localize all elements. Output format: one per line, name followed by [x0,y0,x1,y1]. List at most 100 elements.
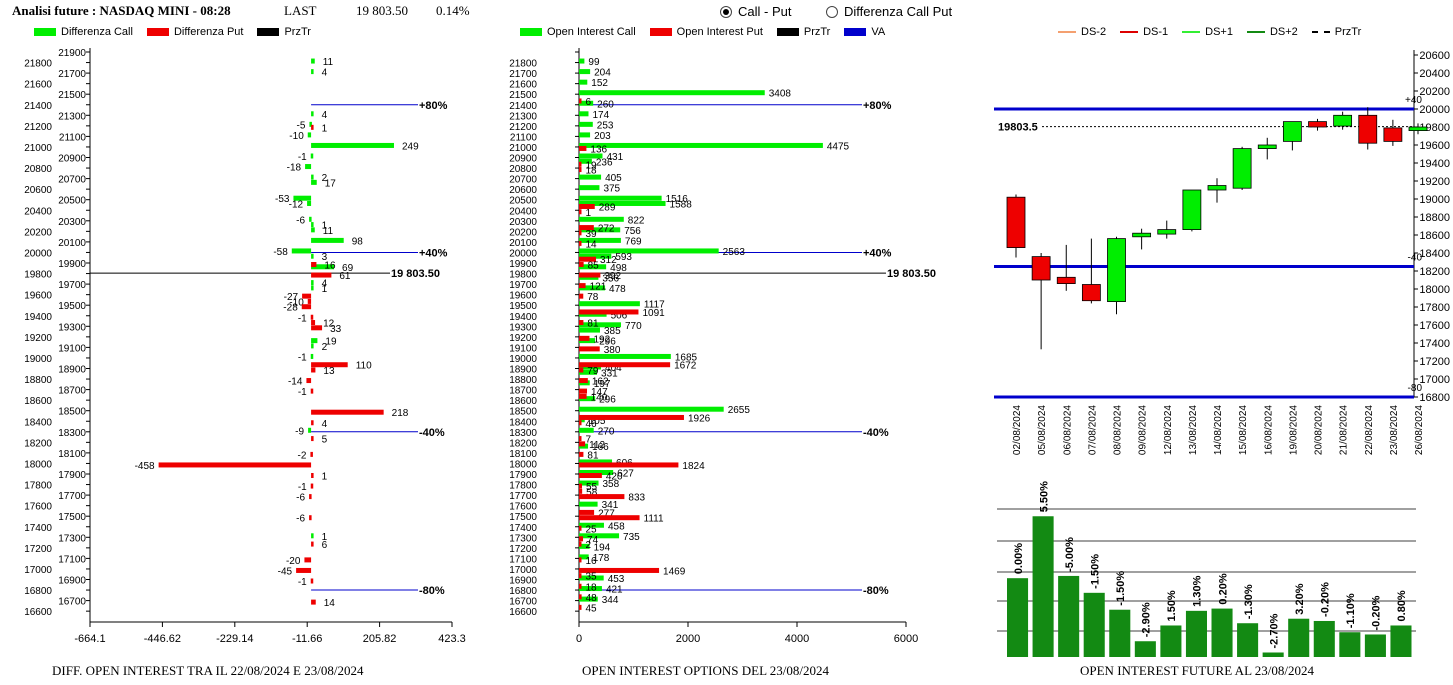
bar-value-label: 1 [322,123,328,134]
bar-value-label: -1 [298,152,307,163]
bar-value-label: -20 [286,556,301,567]
bar-value-label: 0.80% [1396,590,1408,621]
bar-value-label: 341 [602,500,619,511]
y-tick-label: 16900 [58,576,86,587]
legend-item: DS-2 [1058,26,1106,38]
y-tick-label: 20900 [509,154,537,165]
bar [311,222,314,228]
legend-label: PrzTr [1334,26,1362,38]
bar-value-label: -1 [298,313,307,324]
bar [311,325,323,331]
bar-value-label: 1469 [663,566,686,577]
bar-value-label: 74 [587,535,599,546]
radio-call-put[interactable]: Call - Put [720,4,791,19]
diff-chart-title: DIFF. OPEN INTEREST TRA IL 22/08/2024 E … [52,663,364,678]
y-tick-label: 19400 [509,312,537,323]
bar-value-label: -6 [296,514,305,525]
bar [579,473,602,478]
y-tick-label: 21200 [24,122,52,133]
y-tick-label: 18700 [58,386,86,397]
legend-label: Open Interest Put [676,26,763,38]
legend-label: PrzTr [284,26,311,38]
legend-line [1246,31,1265,33]
y-tick-label: 19500 [58,301,86,312]
bar [579,158,592,164]
bar [579,494,625,500]
bar [1058,575,1080,657]
bar [579,554,589,560]
bar-value-label: 79 [587,366,599,377]
bar [579,396,596,402]
bar [579,185,600,191]
y-tick-label: 20900 [58,154,86,165]
radio-difference-call-put[interactable]: Differenza Call Put [826,4,952,19]
level-label: -80% [419,585,445,597]
bar [311,599,316,605]
y-tick-label: 20700 [509,175,537,186]
bar [311,436,314,442]
bar [311,227,315,233]
bar-value-label: 105 [589,416,606,427]
bar-value-label: 6 [322,540,328,551]
candle-body [1308,121,1327,128]
bar-value-label: 1091 [642,308,665,319]
y-tick-label: 20000 [1419,104,1450,116]
bar [579,121,593,127]
bar-value-label: 296 [599,337,616,348]
legend-label: Differenza Put [173,26,244,38]
bar [579,388,588,394]
y-tick-label: 19000 [1419,194,1450,206]
bar [311,362,348,368]
bar [579,459,613,465]
y-tick-label: 19800 [509,270,537,281]
bar-value-label: -9 [295,426,304,437]
bar [579,406,724,412]
y-tick-label: 19300 [509,322,537,333]
y-tick-label: 18400 [24,417,52,428]
y-tick-label: 18100 [509,449,537,460]
bar-value-label: 19 [325,337,337,348]
bar [1211,608,1233,657]
y-tick-label: 18500 [509,407,537,418]
bar [579,369,598,375]
bar [579,209,582,215]
bar [158,462,312,468]
bar-value-label: 1588 [670,199,693,210]
legend-label: Open Interest Call [547,26,636,38]
bar-value-label: 3408 [769,89,792,100]
y-tick-label: 17300 [509,533,537,544]
bar-value-label: 11 [323,226,334,237]
bar [579,98,582,104]
level-label: +80% [419,100,448,112]
bar [579,195,662,201]
bar-value-label: 1926 [688,413,711,424]
y-tick-label: 21700 [509,69,537,80]
y-tick-label: 17900 [58,470,86,481]
bar [579,230,582,236]
bar [304,557,312,563]
bar [579,227,621,233]
bar-value-label: 85 [588,261,600,272]
band-label: -40 [1408,253,1423,264]
bar-value-label: 1672 [674,361,697,372]
bar-value-label: 14 [324,598,336,609]
bar-value-label: 16 [586,556,598,567]
bar-value-label: 822 [628,215,645,226]
legend-item: Open Interest Call [520,26,636,38]
bar [310,578,314,584]
y-tick-label: 16800 [509,586,537,597]
bar [579,322,621,328]
y-tick-label: 20200 [1419,86,1450,98]
y-tick-label: 18900 [509,365,537,376]
bar-value-label: 33 [330,324,342,335]
bar-value-label: -28 [283,303,298,314]
bar-value-label: 260 [597,99,614,110]
x-tick-label: -11.66 [292,633,322,645]
y-tick-label: 20400 [509,206,537,217]
bar [579,262,584,267]
y-tick-label: 21500 [509,90,537,101]
bar [309,216,312,222]
y-tick-label: 21600 [24,80,52,91]
bar-value-label: 136 [590,144,607,155]
legend-item: DS-1 [1120,26,1168,38]
